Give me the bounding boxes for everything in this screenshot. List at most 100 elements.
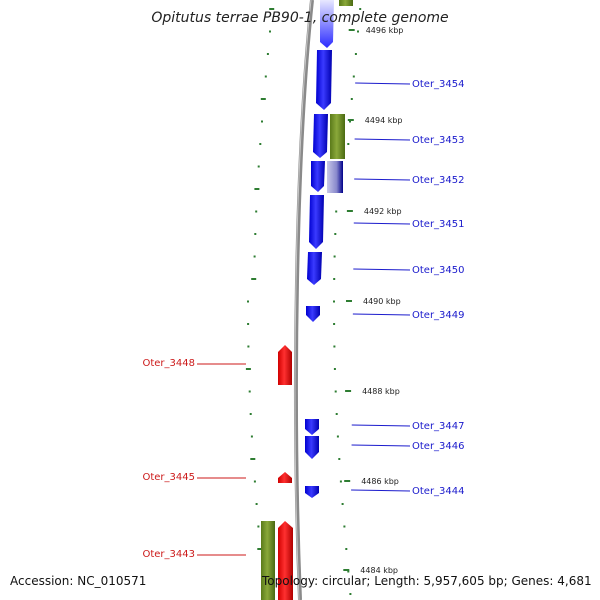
rna-feature[interactable] bbox=[330, 114, 345, 159]
gene-label-line bbox=[355, 82, 411, 85]
forward-gene-label[interactable]: Oter_3449 bbox=[412, 310, 465, 321]
reverse-gene-label[interactable]: Oter_3445 bbox=[142, 472, 195, 483]
genome-backbone bbox=[294, 0, 314, 600]
tick-mark bbox=[247, 345, 250, 348]
tick-mark bbox=[349, 120, 351, 123]
tick-mark bbox=[250, 435, 253, 438]
scale-label: 4496 kbp bbox=[366, 26, 404, 35]
gene-label-line bbox=[351, 444, 411, 447]
scale-label: 4494 kbp bbox=[365, 116, 403, 125]
gene-label-line bbox=[353, 268, 411, 271]
tick-mark bbox=[261, 120, 263, 123]
tick-mark bbox=[336, 435, 339, 438]
forward-gene-label[interactable]: Oter_3452 bbox=[412, 175, 465, 186]
tick-mark bbox=[349, 593, 352, 595]
tick-mark bbox=[255, 503, 258, 505]
tick-mark bbox=[333, 300, 335, 303]
forward-gene-label[interactable]: Oter_3451 bbox=[412, 219, 465, 230]
genome-backbone-highlight bbox=[294, 0, 312, 600]
tick-mark bbox=[247, 323, 250, 325]
reverse-gene-shape[interactable] bbox=[278, 521, 293, 600]
tick-mark bbox=[345, 548, 348, 550]
tick-mark bbox=[350, 98, 353, 100]
left-tick-marks bbox=[245, 8, 275, 595]
tick-mark bbox=[247, 300, 249, 303]
forward-gene-shape[interactable] bbox=[306, 306, 320, 322]
scale-tick bbox=[348, 29, 355, 31]
tick-mark bbox=[347, 570, 350, 573]
reverse-strand-genes bbox=[261, 345, 293, 600]
forward-gene-label[interactable]: Oter_3446 bbox=[412, 441, 465, 452]
gene-label-line bbox=[353, 222, 411, 225]
forward-gene-shape[interactable] bbox=[305, 486, 319, 498]
tick-mark bbox=[343, 525, 346, 528]
reverse-gene-label[interactable]: Oter_3443 bbox=[142, 549, 195, 560]
tick-mark bbox=[251, 278, 257, 280]
tick-mark bbox=[257, 165, 260, 168]
reverse-gene-shape[interactable] bbox=[278, 472, 292, 483]
forward-gene-label[interactable]: Oter_3450 bbox=[412, 265, 465, 276]
tick-mark bbox=[254, 233, 257, 235]
scale-labels: 4496 kbp 4494 kbp 4492 kbp 4490 kbp 4488 kbp… bbox=[343, 26, 403, 575]
forward-gene-label[interactable]: Oter_3454 bbox=[412, 79, 465, 90]
tick-mark bbox=[269, 8, 275, 10]
forward-gene-shape[interactable] bbox=[309, 195, 324, 249]
rna-feature[interactable] bbox=[261, 521, 275, 600]
tick-mark bbox=[264, 75, 267, 78]
accession-text: Accession: NC_010571 bbox=[10, 574, 147, 588]
tick-mark bbox=[333, 278, 336, 280]
scale-label: 4486 kbp bbox=[361, 477, 399, 486]
tick-mark bbox=[269, 30, 271, 33]
gene-label-line bbox=[351, 424, 411, 427]
tick-mark bbox=[253, 255, 256, 258]
forward-gene-shape[interactable] bbox=[307, 252, 322, 285]
tick-mark bbox=[259, 143, 262, 145]
scale-tick bbox=[344, 480, 351, 482]
forward-gene-shape[interactable] bbox=[305, 419, 319, 435]
tick-mark bbox=[339, 480, 342, 483]
tick-mark bbox=[354, 53, 357, 55]
tick-mark bbox=[250, 458, 256, 460]
tick-mark bbox=[333, 323, 336, 325]
scale-label: 4492 kbp bbox=[364, 207, 402, 216]
forward-gene-shape[interactable] bbox=[305, 436, 319, 459]
forward-gene-shape[interactable] bbox=[320, 0, 334, 48]
reverse-gene-shape[interactable] bbox=[278, 345, 292, 385]
tick-mark bbox=[333, 255, 336, 258]
gene-label-line bbox=[351, 489, 411, 492]
forward-gene-label[interactable]: Oter_3453 bbox=[412, 135, 465, 146]
scale-tick bbox=[345, 390, 352, 392]
tick-mark bbox=[357, 30, 359, 33]
tick-mark bbox=[249, 413, 252, 415]
tick-mark bbox=[245, 368, 251, 370]
reverse-gene-label[interactable]: Oter_3448 bbox=[142, 358, 195, 369]
tick-mark bbox=[335, 210, 338, 213]
tick-mark bbox=[335, 413, 338, 415]
tick-mark bbox=[257, 548, 263, 550]
tick-mark bbox=[347, 143, 350, 145]
tick-mark bbox=[253, 480, 256, 483]
forward-gene-shape[interactable] bbox=[311, 161, 325, 192]
scale-tick bbox=[343, 569, 350, 571]
tick-mark bbox=[260, 98, 266, 100]
tick-mark bbox=[359, 8, 362, 10]
forward-gene-label[interactable]: Oter_3444 bbox=[412, 486, 465, 497]
tick-mark bbox=[248, 390, 251, 393]
forward-gene-shape[interactable] bbox=[316, 50, 332, 110]
gene-label-line bbox=[352, 313, 411, 316]
gene-label-line bbox=[354, 178, 411, 181]
forward-gene-shape[interactable] bbox=[327, 161, 343, 193]
tick-mark bbox=[341, 503, 344, 505]
outer-ring-features bbox=[327, 0, 353, 193]
tick-mark bbox=[338, 458, 341, 460]
forward-gene-label[interactable]: Oter_3447 bbox=[412, 421, 465, 432]
tick-mark bbox=[334, 390, 337, 393]
rna-feature[interactable] bbox=[339, 0, 353, 6]
forward-gene-shape[interactable] bbox=[313, 114, 328, 158]
scale-label: 4490 kbp bbox=[363, 297, 401, 306]
scale-label: 4484 kbp bbox=[360, 566, 398, 575]
gene-label-lines: Oter_3454 Oter_3453 Oter_3452 Oter_3451 Oter… bbox=[142, 79, 464, 560]
tick-mark bbox=[333, 368, 336, 370]
tick-mark bbox=[352, 75, 355, 78]
